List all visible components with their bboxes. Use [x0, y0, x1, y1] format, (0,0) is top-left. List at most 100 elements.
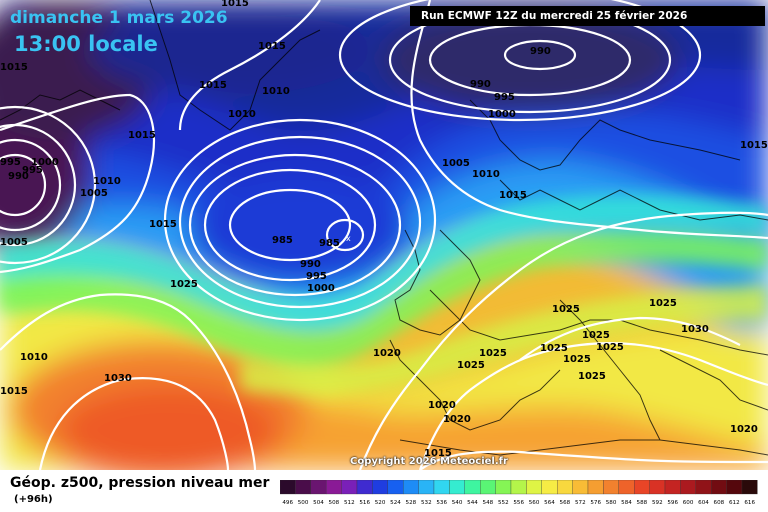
isobar-label: 1020	[730, 424, 758, 435]
isobar-label: 1010	[228, 109, 256, 120]
scale-tick-label: 552	[498, 500, 509, 506]
scale-swatch	[326, 480, 342, 495]
scale-swatch	[603, 480, 619, 495]
scale-swatch	[387, 480, 404, 495]
isobar-label: 1020	[428, 400, 456, 411]
scale-tick-label: 540	[452, 500, 463, 506]
valid-date: dimanche 1 mars 2026	[10, 8, 228, 28]
scale-swatch	[449, 480, 465, 495]
isobar-label: 1015	[424, 448, 452, 459]
scale-swatch	[649, 480, 666, 495]
isobar-label: 1025	[540, 343, 568, 354]
scale-swatch	[695, 480, 712, 495]
isobar-label: 985	[272, 235, 293, 246]
isobar-labels: 1015 1015 1015 1015 1010 1010 1015 995 1…	[0, 0, 768, 459]
scale-swatch	[295, 480, 311, 495]
isobar-label: 1025	[479, 348, 507, 359]
isobar-label: 1025	[649, 298, 677, 309]
isobar-label: 1005	[0, 237, 28, 248]
color-scale: 496 500 504 508 512 516 520 524 528 532 536 540 544 5…	[280, 480, 758, 506]
scale-swatch	[280, 480, 296, 495]
scale-tick-label: 616	[744, 500, 755, 506]
scale-tick-label: 528	[406, 500, 417, 506]
scale-swatch	[711, 480, 727, 495]
scale-tick-label: 520	[375, 500, 386, 506]
scale-tick-label: 524	[390, 500, 401, 506]
scale-tick-label: 588	[637, 500, 648, 506]
scale-swatch	[618, 480, 635, 495]
isobar-label: 1020	[443, 414, 471, 425]
scale-swatch	[418, 480, 435, 495]
isobar-label: 1015	[499, 190, 527, 201]
isobar-label: 1015	[0, 62, 28, 73]
isobar-label: 1015	[740, 140, 768, 151]
scale-swatch	[480, 480, 496, 495]
scale-swatch	[403, 480, 419, 495]
scale-tick-label: 568	[560, 500, 571, 506]
isobar-label: 1010	[93, 176, 121, 187]
pressure-center-marker: x	[346, 234, 351, 243]
isobar-label: 1015	[0, 386, 28, 397]
coastlines	[0, 0, 768, 456]
scale-tick-label: 532	[421, 500, 432, 506]
scale-tick-label: 500	[298, 500, 309, 506]
scale-swatch	[664, 480, 681, 495]
scale-swatch	[341, 480, 358, 495]
isobar-label: 1025	[170, 279, 198, 290]
isobar-label: 1005	[80, 188, 108, 199]
scale-tick-label: 580	[606, 500, 617, 506]
legend-title: Géop. z500, pression niveau mer	[10, 475, 270, 491]
isobar-label: 995	[306, 271, 327, 282]
isobar-label: 1010	[262, 86, 290, 97]
isobar-label: 1025	[596, 342, 624, 353]
isobar-label: 1015	[221, 0, 249, 9]
isobar-label: 1010	[20, 352, 48, 363]
isobar-label: 995	[0, 157, 21, 168]
scale-tick-label: 508	[329, 500, 340, 506]
isobar-label: 1015	[149, 219, 177, 230]
scale-tick-label: 572	[575, 500, 586, 506]
scale-swatch	[680, 480, 696, 495]
scale-swatch	[495, 480, 512, 495]
isobar-label: 1015	[128, 130, 156, 141]
isobar-label: 990	[300, 259, 321, 270]
scale-tick-label: 604	[698, 500, 709, 506]
copyright-text: Copyright 2026 Meteociel.fr	[350, 456, 508, 467]
run-info-banner: Run ECMWF 12Z du mercredi 25 février 202…	[410, 6, 765, 26]
scale-swatch	[557, 480, 573, 495]
isobar-label: 1025	[457, 360, 485, 371]
isobar-label: 995	[494, 92, 515, 103]
isobar-label: 985	[319, 238, 340, 249]
isobar-label: 990	[530, 46, 551, 57]
scale-swatch	[356, 480, 373, 495]
isobars	[0, 0, 768, 470]
isobar-label: 1015	[258, 41, 286, 52]
scale-swatch	[372, 480, 388, 495]
isobar-label: 1025	[578, 371, 606, 382]
scale-tick-label: 536	[436, 500, 447, 506]
gradient-band	[0, 194, 768, 395]
scale-tick-label: 548	[483, 500, 494, 506]
scale-tick-label: 544	[467, 500, 478, 506]
isobar-label: 1025	[563, 354, 591, 365]
isobar-label: 1015	[199, 80, 227, 91]
scale-swatch	[587, 480, 604, 495]
scale-tick-label: 496	[282, 500, 293, 506]
isobar-label: 990	[8, 171, 29, 182]
weather-map: 1015 1015 1015 1015 1010 1010 1015 995 1…	[0, 0, 768, 470]
isobar-label: 1020	[373, 348, 401, 359]
isobar-label: 1030	[104, 373, 132, 384]
scale-swatch	[433, 480, 450, 495]
scale-swatch	[741, 480, 758, 495]
scale-swatch	[310, 480, 327, 495]
isobar-label: 1025	[582, 330, 610, 341]
isobar-label: 1010	[472, 169, 500, 180]
scale-tick-label: 516	[359, 500, 370, 506]
scale-tick-label: 556	[513, 500, 524, 506]
scale-tick-label: 596	[667, 500, 678, 506]
isobar-label: 1025	[552, 304, 580, 315]
scale-tick-label: 612	[729, 500, 740, 506]
scale-tick-label: 592	[652, 500, 663, 506]
isobar-label: 1000	[488, 109, 516, 120]
isobar-label: 1005	[442, 158, 470, 169]
